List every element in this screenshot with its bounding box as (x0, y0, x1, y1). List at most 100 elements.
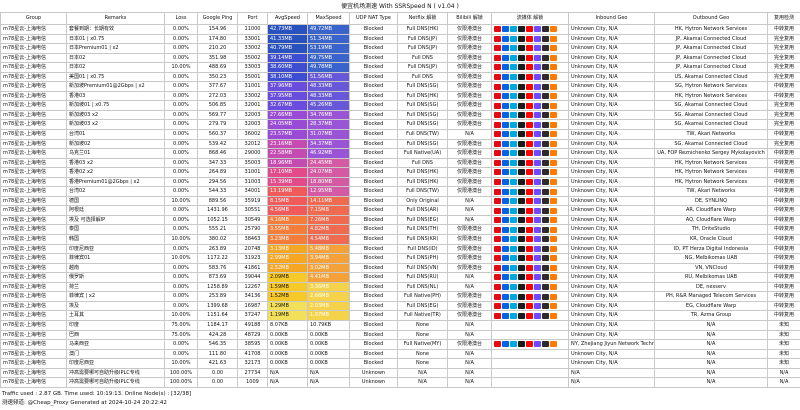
cell-google-ping: 263.89 (197, 243, 238, 255)
cell-udp-nat-type: Blocked (349, 100, 398, 111)
streaming-service-icon (542, 35, 549, 42)
cell-udp-nat-type: Blocked (349, 148, 398, 159)
streaming-icons (491, 148, 569, 159)
header-row: Group Remarks Loss Google Ping Port AvgSpeed M… (0, 12, 800, 25)
streaming-service-icon (494, 274, 501, 281)
cell-maxspeed: 0.00KB (307, 339, 350, 350)
streaming-service-icon (526, 236, 533, 243)
cell-remarks: 冲高需要哪可自助升级IPLC专线 (66, 367, 165, 379)
cell-port: 35003 (237, 157, 268, 169)
streaming-service-icon (534, 236, 541, 243)
streaming-service-icon (550, 102, 557, 109)
cell-outbound-geo: HK, Hytron Network Services (654, 176, 768, 188)
table-row: m78星云-上海电信 套餐到期：长期有效 0.00% 154.96 11000 42.73… (0, 24, 800, 35)
cell-inbound-geo: Unknown City, N/A (568, 272, 655, 283)
cell-loss: 0.00% (164, 81, 198, 92)
cell-remarks: 印度尼西亚 (66, 243, 165, 255)
cell-avgspeed: 8.15MB (267, 195, 308, 207)
cell-loss: 0.00% (164, 281, 198, 293)
cell-inbound-geo: Unknown City, N/A (568, 281, 655, 293)
cell-group: m78星云-上海电信 (0, 52, 67, 64)
streaming-service-icon (542, 341, 549, 348)
streaming-service-icon (518, 341, 525, 348)
table-row: m78星云-上海电信 冲高需要哪可自助升级IPLC专线 100.00% 0.00 277… (0, 367, 800, 379)
streaming-service-icon (534, 102, 541, 109)
cell-inbound-geo: Unknown City, N/A (568, 234, 655, 245)
table-row: m78星云-上海电信 韩国 10.00% 380.02 38463 3.23MB 4.54M… (0, 234, 800, 245)
streaming-service-icon (542, 131, 549, 138)
cell-outbound-geo: EG, Cloudflare Warp (654, 300, 768, 312)
streaming-service-icon (526, 140, 533, 147)
cell-udp-nat-type: Unknown (349, 367, 398, 379)
table-body: m78星云-上海电信 套餐到期：长期有效 0.00% 154.96 11000 42.73… (0, 24, 800, 388)
cell-maxspeed: 0.00KB (307, 329, 350, 341)
table-row: m78星云-上海电信 日本02 10.00% 488.69 33003 38.60MB 49… (0, 62, 800, 73)
cell-avgspeed: 32.67MB (267, 100, 308, 111)
cell-outbound-geo: SG, Hytron Network Services (654, 81, 768, 92)
cell--: 中转复用 (767, 176, 800, 188)
cell--: 中转复用 (767, 243, 800, 255)
cell-udp-nat-type: Blocked (349, 300, 398, 312)
streaming-service-icon (542, 140, 549, 147)
cell-netflix-: Full DNS(HK) (397, 167, 448, 178)
column-header: Google Ping (197, 12, 238, 25)
streaming-service-icon (494, 207, 501, 214)
cell-inbound-geo: Unknown City, N/A (568, 129, 655, 140)
streaming-service-icon (542, 121, 549, 128)
streaming-service-icon (542, 179, 549, 186)
streaming-service-icon (494, 102, 501, 109)
streaming-service-icon (550, 150, 557, 157)
cell-avgspeed: 3.13MB (267, 243, 308, 255)
cell-port: 12267 (237, 281, 268, 293)
cell-inbound-geo: Unknown City, N/A (568, 33, 655, 45)
cell-netflix-: Full DNS(VN) (397, 262, 448, 274)
streaming-service-icon (510, 83, 517, 90)
streaming-service-icon (494, 312, 501, 319)
streaming-service-icon (542, 159, 549, 166)
cell-outbound-geo: SG, Akamai Connected Cloud (654, 119, 768, 130)
cell-maxspeed: 48.33MB (307, 90, 350, 102)
streaming-service-icon (494, 179, 501, 186)
streaming-service-icon (550, 54, 557, 61)
cell-maxspeed: 2.03MB (307, 300, 350, 312)
cell--: N/A (767, 377, 800, 388)
cell-google-ping: 560.37 (197, 129, 238, 140)
streaming-service-icon (510, 102, 517, 109)
cell-loss: 0.00% (164, 157, 198, 169)
cell-inbound-geo: Unknown City, N/A (568, 195, 655, 207)
cell--: 中转复用 (767, 129, 800, 140)
streaming-service-icon (510, 217, 517, 224)
cell-udp-nat-type: Blocked (349, 234, 398, 245)
cell-bilibili-: 仅限港澳台 (447, 176, 492, 188)
cell-bilibili-: N/A (447, 319, 492, 331)
cell-loss: 0.00% (164, 52, 198, 64)
cell-bilibili-: N/A (447, 358, 492, 369)
streaming-service-icon (510, 188, 517, 195)
cell-remarks: 德国 (66, 195, 165, 207)
cell-outbound-geo: VN, VNCloud (654, 262, 768, 274)
cell-bilibili-: 仅限港澳台 (447, 186, 492, 197)
streaming-service-icon (550, 207, 557, 214)
streaming-service-icon (502, 255, 509, 262)
cell-outbound-geo: ID, PT Herza Digital Indonesia (654, 243, 768, 255)
streaming-service-icon (510, 293, 517, 300)
cell-remarks: 香港03 (66, 90, 165, 102)
streaming-service-icon (502, 140, 509, 147)
streaming-icons (491, 358, 569, 369)
streaming-icons (491, 329, 569, 341)
streaming-icons (491, 224, 569, 236)
cell-inbound-geo: Unknown City, N/A (568, 24, 655, 35)
cell-outbound-geo: HK, Hytron Network Services (654, 157, 768, 169)
cell-inbound-geo: Unknown City, N/A (568, 291, 655, 302)
cell-inbound-geo: N/A (568, 367, 655, 379)
column-header: AvgSpeed (267, 12, 308, 25)
cell-port: 31003 (237, 176, 268, 188)
cell-inbound-geo: Unknown City, N/A (568, 253, 655, 264)
cell-bilibili-: 仅限港澳台 (447, 243, 492, 255)
table-row: m78星云-上海电信 新加坡02 0.00% 539.42 32012 23.16MB 34… (0, 138, 800, 150)
cell-google-ping: 0.00 (197, 367, 238, 379)
streaming-service-icon (550, 64, 557, 71)
streaming-icons (491, 100, 569, 111)
streaming-service-icon (494, 93, 501, 100)
streaming-service-icon (526, 93, 533, 100)
